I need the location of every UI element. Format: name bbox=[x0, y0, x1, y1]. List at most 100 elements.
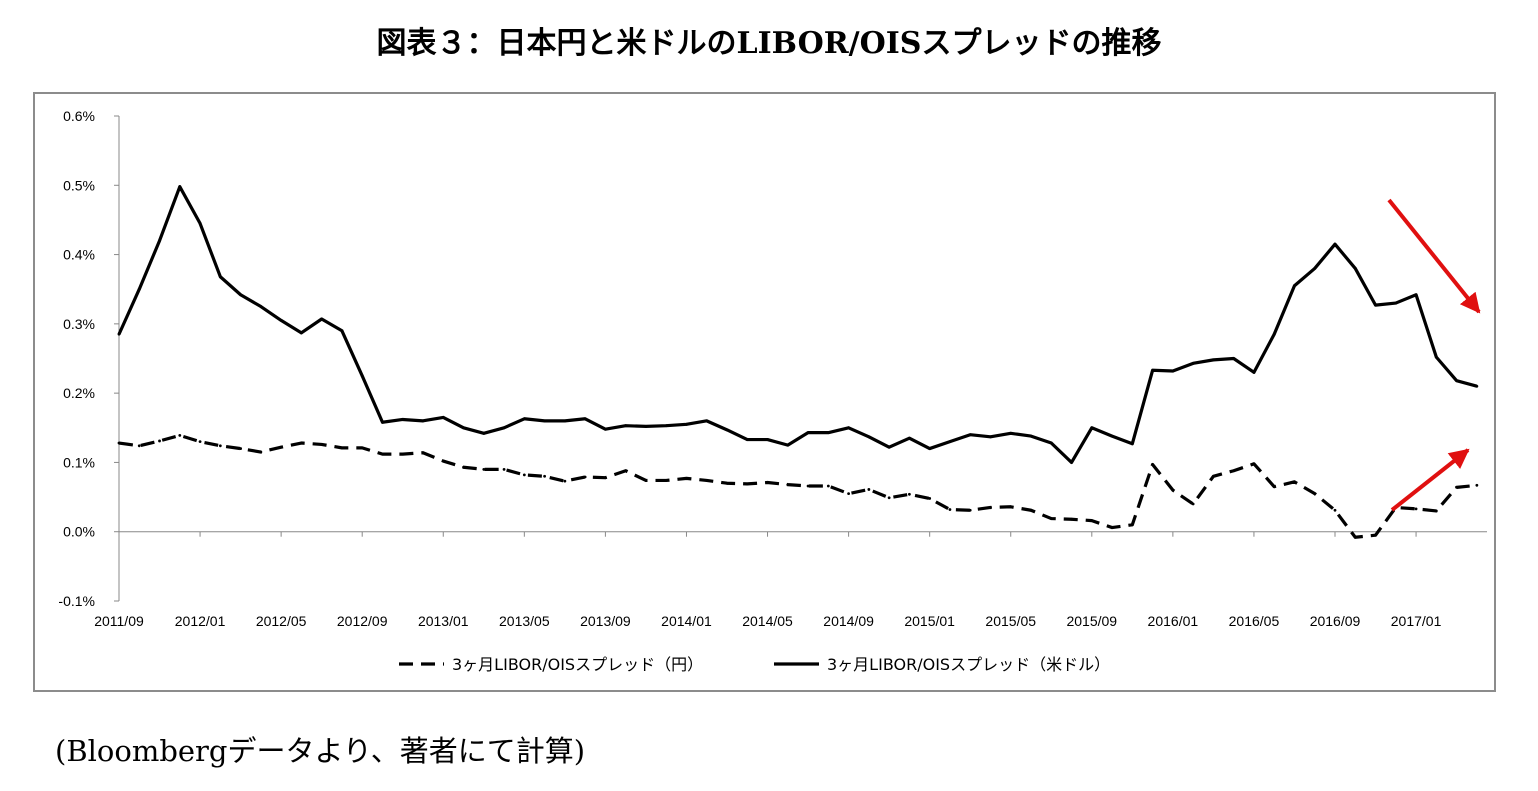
data-point-usd bbox=[381, 420, 384, 424]
data-point-usd bbox=[664, 424, 668, 428]
data-point-usd bbox=[279, 318, 283, 322]
data-point-jpy bbox=[1130, 523, 1134, 527]
data-point-jpy bbox=[948, 508, 952, 511]
data-point-jpy bbox=[1475, 483, 1479, 487]
data-point-jpy bbox=[360, 446, 364, 450]
data-point-jpy bbox=[259, 450, 263, 454]
data-point-jpy bbox=[522, 473, 526, 477]
data-point-jpy bbox=[989, 506, 992, 509]
y-tick-label: 0.5% bbox=[63, 177, 95, 193]
data-point-jpy bbox=[705, 479, 709, 482]
data-point-jpy bbox=[1009, 505, 1013, 509]
data-point-jpy bbox=[786, 483, 790, 486]
data-point-jpy bbox=[381, 452, 384, 456]
data-point-usd bbox=[259, 305, 263, 308]
data-point-jpy bbox=[1070, 517, 1073, 521]
data-point-usd bbox=[1333, 242, 1337, 246]
y-tick-label: 0.4% bbox=[63, 247, 95, 263]
data-point-usd bbox=[1434, 355, 1438, 359]
data-point-jpy bbox=[1212, 474, 1215, 478]
data-point-usd bbox=[502, 426, 506, 430]
series-line-usd bbox=[117, 185, 1478, 465]
data-point-usd bbox=[1070, 461, 1073, 464]
data-point-jpy bbox=[806, 484, 810, 488]
data-point-usd bbox=[1049, 441, 1053, 445]
y-tick-label: 0.0% bbox=[63, 524, 95, 540]
data-point-jpy bbox=[968, 508, 972, 512]
data-point-usd bbox=[806, 431, 810, 435]
data-point-usd bbox=[178, 185, 182, 189]
data-point-jpy bbox=[1333, 508, 1337, 512]
data-point-usd bbox=[1151, 368, 1154, 372]
data-point-jpy bbox=[644, 479, 648, 482]
data-point-jpy bbox=[745, 482, 749, 486]
data-point-usd bbox=[1272, 332, 1276, 336]
data-point-jpy bbox=[198, 440, 202, 444]
x-tick-label: 2016/01 bbox=[1148, 613, 1199, 629]
data-point-jpy bbox=[1293, 480, 1296, 484]
data-point-usd bbox=[826, 431, 830, 435]
data-point-jpy bbox=[685, 476, 688, 480]
data-point-usd bbox=[1293, 284, 1296, 288]
data-point-jpy bbox=[502, 467, 506, 471]
data-point-usd bbox=[644, 425, 648, 428]
data-point-usd bbox=[867, 435, 871, 439]
y-tick-label: 0.2% bbox=[63, 385, 95, 401]
data-point-jpy bbox=[178, 434, 182, 437]
data-point-usd bbox=[887, 445, 891, 449]
data-point-usd bbox=[522, 417, 526, 421]
data-point-usd bbox=[1455, 379, 1458, 383]
data-point-usd bbox=[1252, 370, 1256, 374]
data-point-usd bbox=[1394, 301, 1398, 305]
data-point-usd bbox=[928, 447, 932, 450]
y-tick-label: 0.1% bbox=[63, 454, 95, 470]
data-point-jpy bbox=[340, 446, 344, 450]
data-point-jpy bbox=[1434, 509, 1438, 513]
data-point-jpy bbox=[1171, 488, 1175, 492]
data-point-jpy bbox=[847, 492, 850, 496]
data-point-usd bbox=[117, 332, 121, 336]
legend-label: 3ヶ月LIBOR/OISスプレッド（米ドル） bbox=[827, 655, 1110, 674]
data-point-jpy bbox=[1455, 485, 1458, 489]
legend-label: 3ヶ月LIBOR/OISスプレッド（円） bbox=[452, 655, 703, 674]
data-point-usd bbox=[1130, 442, 1134, 446]
data-point-usd bbox=[583, 417, 587, 421]
data-point-usd bbox=[968, 433, 972, 437]
data-point-jpy bbox=[624, 469, 628, 473]
y-tick-label: 0.3% bbox=[63, 316, 95, 332]
data-point-usd bbox=[1212, 358, 1215, 362]
x-tick-label: 2014/01 bbox=[661, 613, 712, 629]
x-tick-label: 2012/01 bbox=[175, 613, 226, 629]
data-point-usd bbox=[360, 374, 364, 378]
data-point-usd bbox=[725, 428, 729, 432]
data-point-usd bbox=[401, 418, 405, 421]
data-point-usd bbox=[766, 438, 769, 441]
data-point-usd bbox=[1171, 369, 1175, 373]
x-tick-label: 2017/01 bbox=[1391, 613, 1442, 629]
data-point-jpy bbox=[279, 445, 283, 449]
data-point-usd bbox=[1475, 384, 1479, 388]
data-point-usd bbox=[908, 436, 911, 440]
x-tick-label: 2013/09 bbox=[580, 613, 631, 629]
x-tick-label: 2013/01 bbox=[418, 613, 469, 629]
data-point-jpy bbox=[908, 492, 911, 496]
data-point-usd bbox=[441, 415, 445, 419]
data-point-usd bbox=[482, 431, 486, 435]
x-tick-label: 2015/01 bbox=[904, 613, 955, 629]
x-tick-label: 2015/09 bbox=[1066, 613, 1117, 629]
data-point-jpy bbox=[867, 488, 871, 491]
data-point-usd bbox=[421, 419, 425, 423]
y-tick-label: 0.6% bbox=[63, 108, 95, 124]
data-point-jpy bbox=[320, 443, 324, 446]
data-point-jpy bbox=[218, 444, 222, 448]
x-tick-label: 2012/09 bbox=[337, 613, 388, 629]
x-tick-label: 2015/05 bbox=[985, 613, 1036, 629]
data-point-jpy bbox=[401, 452, 405, 456]
data-point-jpy bbox=[1151, 463, 1154, 466]
chart-svg: -0.1% 0.0% 0.1% 0.2% 0.3% 0.4% 0.5% 0.6% 2011/09… bbox=[58, 108, 1487, 674]
data-point-usd bbox=[239, 293, 243, 297]
data-point-jpy bbox=[1272, 485, 1276, 489]
data-point-usd bbox=[1191, 361, 1195, 365]
data-point-jpy bbox=[1232, 469, 1236, 473]
data-point-usd bbox=[1090, 426, 1094, 430]
